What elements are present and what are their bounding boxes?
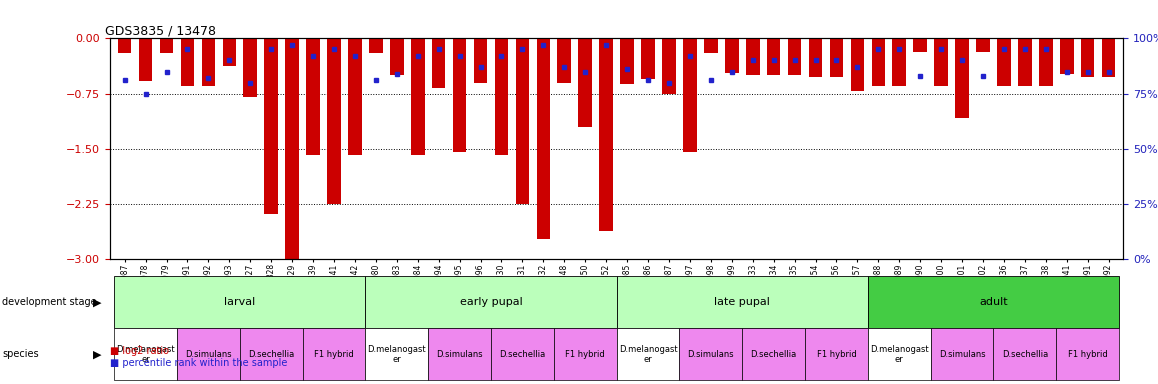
Bar [557,38,571,83]
Text: D.simulans: D.simulans [939,350,985,359]
Bar [306,38,320,155]
Text: F1 hybrid: F1 hybrid [1068,350,1107,359]
Bar [118,38,132,53]
Bar [746,38,760,75]
Bar [222,38,236,66]
Bar [767,38,780,75]
Text: ■ percentile rank within the sample: ■ percentile rank within the sample [110,358,287,368]
Bar [851,38,864,91]
Text: D.melanogast
er: D.melanogast er [367,344,426,364]
Bar [683,38,697,152]
Text: D.sechellia: D.sechellia [499,350,545,359]
Text: D.simulans: D.simulans [437,350,483,359]
Bar [1039,38,1053,86]
Text: D.melanogast
er: D.melanogast er [618,344,677,364]
Text: F1 hybrid: F1 hybrid [565,350,606,359]
Text: ■ log2 ratio: ■ log2 ratio [110,346,169,356]
Bar [515,38,529,204]
Bar [997,38,1011,86]
Bar [935,38,948,86]
Text: GDS3835 / 13478: GDS3835 / 13478 [105,24,215,37]
Bar [893,38,906,86]
Bar [369,38,382,53]
Text: larval: larval [225,297,256,308]
Text: F1 hybrid: F1 hybrid [816,350,856,359]
Bar [976,38,990,52]
Text: D.melanogast
er: D.melanogast er [116,344,175,364]
Bar [243,38,257,97]
Text: late pupal: late pupal [714,297,770,308]
Bar [432,38,446,88]
Bar [787,38,801,75]
Bar [181,38,195,86]
Text: species: species [2,349,39,359]
Bar [411,38,425,155]
Text: D.simulans: D.simulans [185,350,232,359]
Bar [1060,38,1073,74]
Bar [453,38,467,152]
Bar [914,38,928,52]
Bar [662,38,676,94]
Text: early pupal: early pupal [460,297,522,308]
Bar [725,38,739,73]
Bar [600,38,613,231]
Bar [285,38,299,259]
Bar [621,38,633,84]
Bar [808,38,822,78]
Text: ▶: ▶ [93,349,101,359]
Bar [1018,38,1032,86]
Bar [264,38,278,214]
Text: ▶: ▶ [93,297,101,308]
Bar [390,38,404,75]
Bar [829,38,843,77]
Text: D.sechellia: D.sechellia [750,350,797,359]
Bar [536,38,550,238]
Bar [872,38,885,86]
Bar [955,38,969,118]
Bar [494,38,508,155]
Bar [579,38,592,127]
Text: F1 hybrid: F1 hybrid [314,350,354,359]
Text: adult: adult [980,297,1007,308]
Text: D.melanogast
er: D.melanogast er [870,344,929,364]
Bar [328,38,340,204]
Text: development stage: development stage [2,297,97,308]
Bar [349,38,361,155]
Bar [139,38,153,81]
Bar [201,38,215,86]
Bar [1101,38,1115,77]
Text: D.sechellia: D.sechellia [1002,350,1048,359]
Bar [704,38,718,53]
Bar [160,38,174,53]
Bar [474,38,488,83]
Text: D.sechellia: D.sechellia [248,350,294,359]
Bar [1080,38,1094,77]
Text: D.simulans: D.simulans [688,350,734,359]
Bar [642,38,654,79]
